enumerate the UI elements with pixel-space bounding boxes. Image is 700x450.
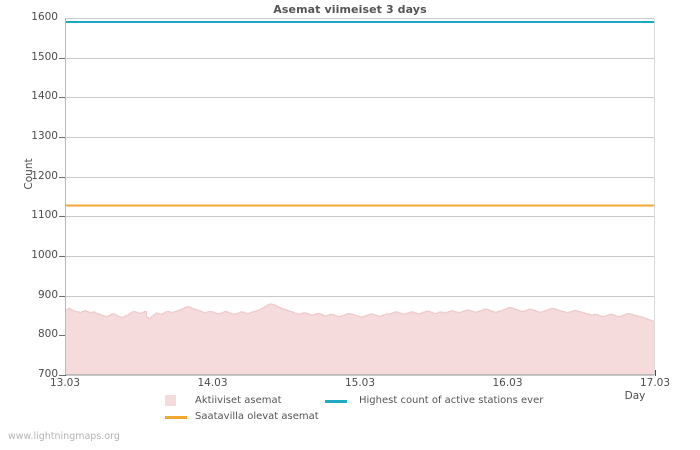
chart-legend: Aktiiviset asemat Saatavilla olevat asema… — [0, 393, 700, 429]
y-tick-label: 1100 — [31, 209, 58, 222]
watermark: www.lightningmaps.org — [8, 431, 120, 442]
legend-label: Highest count of active stations ever — [359, 395, 544, 406]
series-layer — [66, 20, 655, 374]
y-tick-label: 1600 — [31, 11, 58, 23]
y-tick-label: 1000 — [31, 249, 58, 261]
legend-swatch-line — [165, 416, 187, 419]
legend-swatch-area — [165, 395, 176, 406]
gridline — [66, 296, 654, 297]
y-tick-label: 1300 — [31, 130, 58, 142]
gridline — [66, 177, 654, 178]
y-tick-mark — [59, 177, 65, 178]
y-tick-mark — [59, 216, 65, 217]
y-tick-label: 1400 — [31, 90, 58, 103]
legend-label: Saatavilla olevat asemat — [195, 411, 319, 422]
gridline — [66, 256, 654, 257]
y-tick-mark — [59, 97, 65, 98]
x-tick-label: 15.03 — [344, 377, 376, 389]
y-tick-label: 900 — [37, 288, 58, 301]
x-tick-label: 14.03 — [197, 377, 228, 389]
gridline — [66, 216, 654, 217]
x-axis-title: Day — [624, 390, 646, 402]
x-tick-label: 13.03 — [49, 377, 81, 389]
gridline — [66, 18, 654, 19]
gridline — [66, 58, 654, 59]
y-tick-mark — [59, 335, 65, 336]
y-tick-mark — [59, 375, 65, 376]
y-tick-mark — [59, 296, 65, 297]
y-tick-label: 1500 — [31, 50, 58, 63]
y-tick-mark — [59, 58, 65, 59]
area-series-active-stations — [66, 303, 654, 374]
legend-swatch-line — [325, 400, 347, 403]
legend-label: Aktiiviset asemat — [195, 395, 282, 406]
x-tick-label: 17.03 — [639, 377, 671, 389]
y-tick-label: 1200 — [31, 169, 58, 182]
plot-area — [65, 18, 655, 376]
y-tick-mark — [59, 137, 65, 138]
gridline — [66, 375, 654, 376]
x-tick-label: 16.03 — [492, 377, 523, 389]
x-tick-mark — [655, 370, 656, 376]
y-tick-mark — [59, 256, 65, 257]
gridline — [66, 137, 654, 138]
y-tick-label: 700 — [37, 368, 58, 380]
area-series-outline — [66, 303, 655, 322]
chart-title: Asemat viimeiset 3 days — [273, 3, 427, 16]
gridline — [66, 97, 654, 98]
y-tick-label: 800 — [37, 328, 58, 341]
